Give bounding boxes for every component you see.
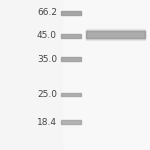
Text: 25.0: 25.0 — [37, 90, 57, 99]
Bar — [63, 0, 150, 150]
Text: 18.4: 18.4 — [37, 118, 57, 127]
Bar — [61, 57, 81, 61]
Text: 45.0: 45.0 — [37, 32, 57, 40]
Text: 66.2: 66.2 — [37, 8, 57, 17]
Text: 35.0: 35.0 — [37, 55, 57, 64]
Bar — [86, 31, 145, 38]
Bar — [86, 30, 145, 39]
Bar — [86, 28, 145, 40]
Bar — [61, 93, 81, 96]
Bar — [61, 34, 81, 38]
Bar — [61, 11, 81, 15]
Bar — [61, 120, 81, 124]
